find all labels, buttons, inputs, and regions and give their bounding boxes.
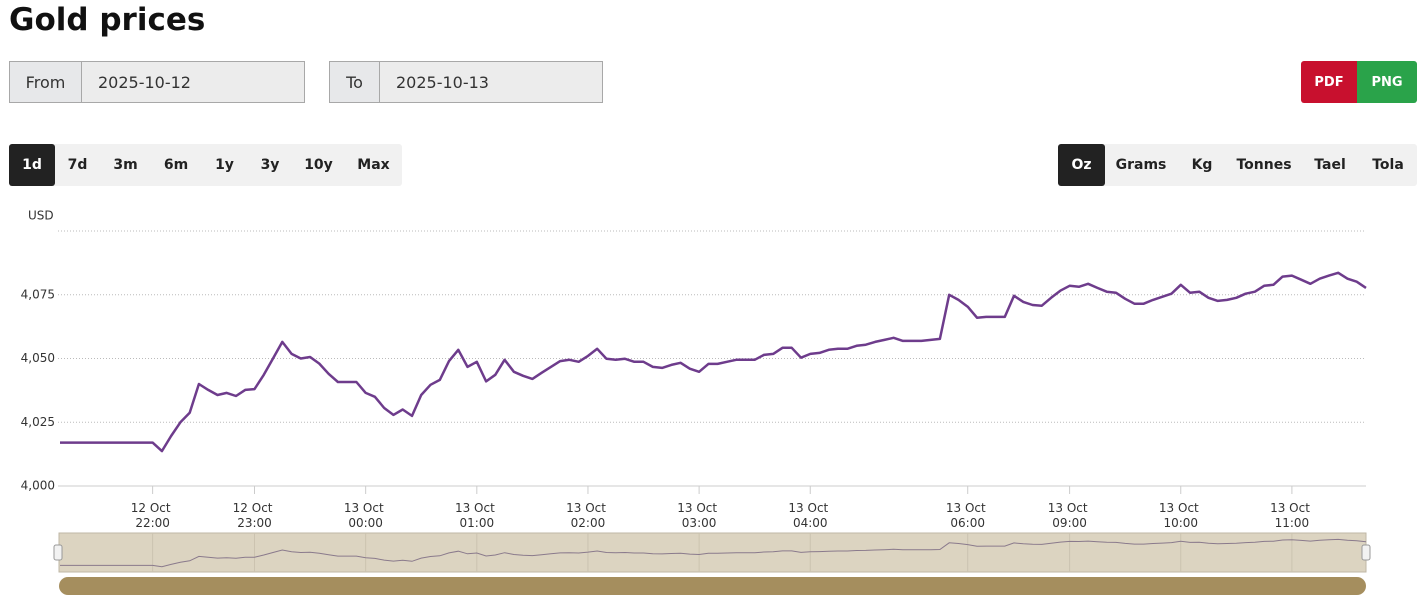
x-tick-date: 13 Oct bbox=[788, 501, 832, 515]
x-tick-date: 12 Oct bbox=[131, 501, 175, 515]
to-field[interactable]: To 2025-10-13 bbox=[329, 61, 603, 103]
to-value[interactable]: 2025-10-13 bbox=[396, 72, 489, 92]
x-tick-date: 13 Oct bbox=[1048, 501, 1092, 515]
x-tick-date: 13 Oct bbox=[455, 501, 499, 515]
range-button[interactable]: 1y bbox=[215, 157, 234, 173]
x-tick-date: 13 Oct bbox=[1270, 501, 1314, 515]
x-tick-time: 00:00 bbox=[348, 516, 383, 530]
range-button[interactable]: 10y bbox=[304, 157, 333, 173]
x-tick-time: 10:00 bbox=[1163, 516, 1198, 530]
unit-button[interactable]: Grams bbox=[1115, 157, 1167, 173]
navigator-handle bbox=[53, 544, 63, 561]
from-value[interactable]: 2025-10-12 bbox=[98, 72, 191, 92]
range-buttons: 1d 7d 3m 6m 1y 3y 10y Max bbox=[9, 144, 402, 186]
y-tick-label: 4,075 bbox=[21, 287, 55, 301]
x-tick-label: 13 Oct 11:00 bbox=[1270, 501, 1314, 530]
x-tick-date: 13 Oct bbox=[1159, 501, 1203, 515]
from-field[interactable]: From 2025-10-12 bbox=[9, 61, 305, 103]
range-button[interactable]: 1d bbox=[9, 144, 55, 186]
unit-button[interactable]: Kg bbox=[1191, 157, 1213, 173]
x-tick-label: 13 Oct 02:00 bbox=[566, 501, 610, 530]
export-buttons: PDF PNG bbox=[1301, 61, 1417, 103]
navigator bbox=[58, 532, 1367, 573]
y-tick-label: 4,050 bbox=[21, 351, 55, 365]
x-tick-time: 03:00 bbox=[682, 516, 717, 530]
x-tick-time: 23:00 bbox=[237, 516, 272, 530]
scrollbar bbox=[59, 577, 1366, 595]
x-tick-label: 13 Oct 09:00 bbox=[1048, 501, 1092, 530]
unit-button[interactable]: Tael bbox=[1314, 157, 1346, 173]
x-tick-label: 13 Oct 01:00 bbox=[455, 501, 499, 530]
x-tick-time: 22:00 bbox=[135, 516, 170, 530]
x-tick-label: 13 Oct 03:00 bbox=[677, 501, 721, 530]
range-button[interactable]: 7d bbox=[67, 157, 88, 173]
unit-buttons: Oz Grams Kg Tonnes Tael Tola bbox=[1058, 144, 1417, 186]
y-tick-label: 4,000 bbox=[21, 479, 55, 493]
x-tick-date: 12 Oct bbox=[233, 501, 277, 515]
price-line bbox=[60, 271, 1367, 453]
x-tick-label: 13 Oct 10:00 bbox=[1159, 501, 1203, 530]
x-tick-label: 12 Oct 23:00 bbox=[233, 501, 277, 530]
x-tick-time: 04:00 bbox=[793, 516, 828, 530]
from-label: From bbox=[10, 62, 82, 102]
x-tick-date: 13 Oct bbox=[344, 501, 388, 515]
navigator-handle bbox=[1361, 544, 1371, 561]
x-tick-time: 01:00 bbox=[460, 516, 495, 530]
x-tick-time: 06:00 bbox=[950, 516, 985, 530]
x-tick-date: 13 Oct bbox=[566, 501, 610, 515]
x-tick-label: 13 Oct 06:00 bbox=[946, 501, 990, 530]
x-tick-time: 11:00 bbox=[1275, 516, 1310, 530]
x-tick-time: 09:00 bbox=[1052, 516, 1087, 530]
x-tick-time: 02:00 bbox=[571, 516, 606, 530]
range-button[interactable]: 6m bbox=[163, 157, 189, 173]
to-label: To bbox=[330, 62, 380, 102]
range-button[interactable]: Max bbox=[357, 157, 390, 173]
unit-button[interactable]: Tonnes bbox=[1236, 157, 1292, 173]
unit-button[interactable]: Oz bbox=[1058, 144, 1105, 186]
x-tick-label: 12 Oct 22:00 bbox=[131, 501, 175, 530]
x-tick-date: 13 Oct bbox=[677, 501, 721, 515]
x-tick-date: 13 Oct bbox=[946, 501, 990, 515]
y-tick-label: 4,025 bbox=[21, 415, 55, 429]
x-tick-label: 13 Oct 00:00 bbox=[344, 501, 388, 530]
export-button[interactable]: PNG bbox=[1357, 61, 1417, 103]
navigator-line bbox=[60, 538, 1367, 568]
page-title: Gold prices bbox=[9, 2, 206, 38]
export-button[interactable]: PDF bbox=[1301, 61, 1357, 103]
unit-button[interactable]: Tola bbox=[1372, 157, 1404, 173]
range-button[interactable]: 3y bbox=[260, 157, 280, 173]
y-axis-label: USD bbox=[28, 209, 54, 223]
x-tick-label: 13 Oct 04:00 bbox=[788, 501, 832, 530]
range-button[interactable]: 3m bbox=[113, 157, 138, 173]
